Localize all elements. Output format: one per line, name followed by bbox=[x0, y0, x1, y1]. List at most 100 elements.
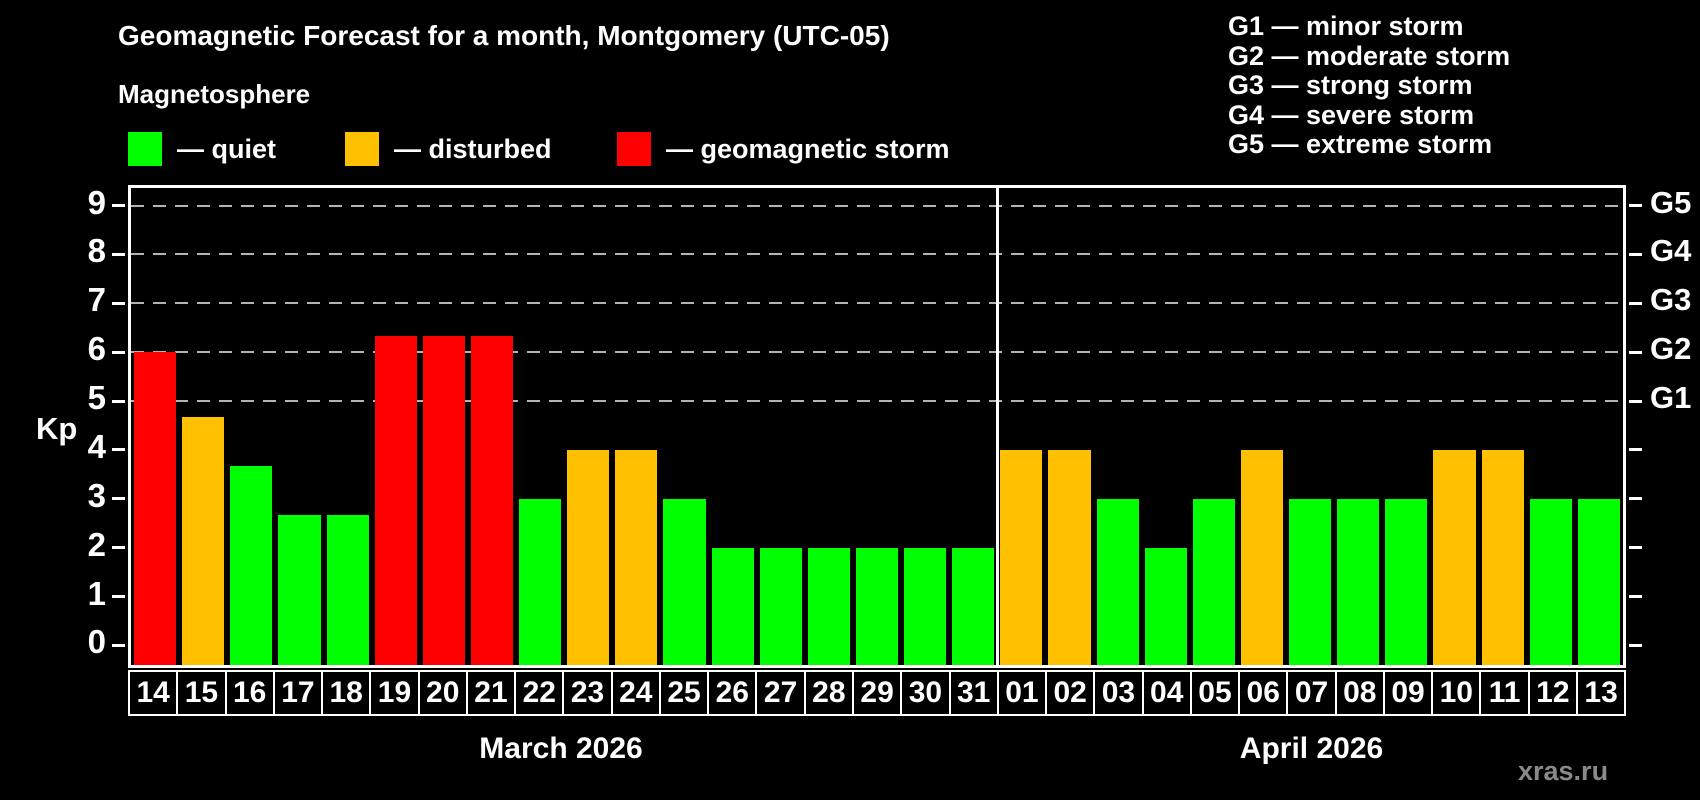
kp-bar-02 bbox=[1048, 449, 1091, 665]
plot-inner bbox=[131, 188, 1623, 665]
y-tick-label-6: 6 bbox=[87, 330, 106, 368]
kp-bar-14 bbox=[134, 352, 177, 665]
month-separator bbox=[995, 188, 999, 665]
day-cell-05: 05 bbox=[1189, 670, 1241, 716]
day-label-row: 14 15 16 17 18 19 20 21 22 23 24 25 26 27 28 29 30 31 01 02… bbox=[128, 670, 1627, 716]
y-tick-label-0: 0 bbox=[87, 623, 106, 661]
storm-color-swatch bbox=[617, 132, 651, 166]
kp-bar-29 bbox=[855, 547, 899, 665]
y-tick-label-5: 5 bbox=[87, 379, 106, 417]
day-cell-22: 22 bbox=[514, 670, 565, 716]
day-cell-28: 28 bbox=[803, 670, 854, 716]
day-cell-31: 31 bbox=[948, 670, 999, 716]
y-tick-left-0 bbox=[112, 643, 125, 647]
day-cell-26: 26 bbox=[707, 670, 758, 716]
y-tick-left-3 bbox=[112, 497, 125, 501]
g-scale-legend: G1 — minor storm G2 — moderate storm G3 … bbox=[1228, 11, 1511, 160]
g-legend-line-g2: G2 — moderate storm bbox=[1228, 40, 1511, 71]
y-tick-left-4 bbox=[112, 448, 125, 452]
gridline-kp7 bbox=[131, 302, 1623, 305]
day-cell-02: 02 bbox=[1045, 670, 1096, 716]
kp-bar-26 bbox=[711, 547, 754, 665]
month-label-april: April 2026 bbox=[1239, 732, 1384, 765]
day-cell-18: 18 bbox=[321, 670, 372, 716]
y-tick-left-1 bbox=[112, 595, 125, 599]
day-cell-09: 09 bbox=[1382, 670, 1434, 716]
month-label-march: March 2026 bbox=[479, 732, 643, 765]
legend-item-storm: — geomagnetic storm bbox=[617, 132, 950, 166]
y-tick-left-5 bbox=[112, 399, 125, 403]
kp-bar-17 bbox=[278, 514, 321, 665]
day-cell-01: 01 bbox=[996, 670, 1048, 716]
kp-bar-13 bbox=[1577, 498, 1620, 665]
g-legend-line-g3: G3 — strong storm bbox=[1228, 70, 1473, 100]
legend-item-disturbed: — disturbed bbox=[345, 132, 552, 166]
day-cell-15: 15 bbox=[176, 670, 227, 716]
kp-bar-11 bbox=[1481, 449, 1524, 665]
kp-bar-28 bbox=[807, 547, 850, 665]
day-cell-19: 19 bbox=[369, 670, 420, 716]
g-level-label-g1: G1 bbox=[1650, 380, 1692, 416]
y-tick-label-7: 7 bbox=[87, 281, 106, 319]
y-tick-right-6 bbox=[1629, 350, 1642, 354]
subtitle-magnetosphere: Magnetosphere bbox=[118, 79, 311, 109]
y-tick-right-0 bbox=[1629, 643, 1642, 647]
y-tick-left-2 bbox=[112, 546, 125, 550]
day-cell-25: 25 bbox=[658, 670, 710, 716]
day-cell-11: 11 bbox=[1479, 670, 1530, 716]
kp-bar-05 bbox=[1192, 498, 1235, 665]
kp-bar-23 bbox=[567, 449, 610, 665]
day-cell-14: 14 bbox=[128, 670, 179, 716]
y-tick-right-9 bbox=[1629, 204, 1642, 208]
y-tick-left-9 bbox=[112, 204, 125, 208]
g-level-label-g5: G5 bbox=[1650, 184, 1692, 220]
y-tick-label-4: 4 bbox=[87, 427, 106, 465]
day-cell-27: 27 bbox=[755, 670, 806, 716]
watermark-xras: xras.ru bbox=[1518, 756, 1609, 786]
kp-bar-12 bbox=[1529, 498, 1572, 665]
kp-bar-09 bbox=[1385, 498, 1428, 665]
day-cell-20: 20 bbox=[417, 670, 468, 716]
kp-bar-31 bbox=[952, 547, 995, 665]
day-cell-21: 21 bbox=[465, 670, 517, 716]
y-tick-label-1: 1 bbox=[87, 574, 106, 612]
y-tick-right-3 bbox=[1629, 497, 1642, 501]
day-cell-13: 13 bbox=[1575, 670, 1627, 716]
legend-label-storm: — geomagnetic storm bbox=[666, 133, 950, 164]
day-cell-29: 29 bbox=[851, 670, 903, 716]
legend-label-disturbed: — disturbed bbox=[394, 133, 552, 164]
kp-bar-16 bbox=[230, 466, 273, 665]
y-axis-title-kp: Kp bbox=[36, 411, 78, 446]
kp-bar-10 bbox=[1433, 449, 1476, 665]
kp-bar-19 bbox=[374, 336, 417, 665]
kp-bar-22 bbox=[519, 498, 562, 665]
disturbed-color-swatch bbox=[345, 132, 379, 166]
day-cell-04: 04 bbox=[1141, 670, 1192, 716]
y-tick-label-8: 8 bbox=[87, 232, 106, 270]
day-cell-12: 12 bbox=[1527, 670, 1578, 716]
day-cell-17: 17 bbox=[272, 670, 324, 716]
day-cell-06: 06 bbox=[1238, 670, 1289, 716]
kp-bar-07 bbox=[1289, 498, 1332, 665]
gridline-kp5 bbox=[131, 400, 1623, 403]
y-tick-right-5 bbox=[1629, 399, 1642, 403]
kp-bar-01 bbox=[1000, 449, 1043, 665]
kp-bar-20 bbox=[422, 336, 465, 665]
kp-bar-08 bbox=[1337, 498, 1380, 665]
y-tick-left-8 bbox=[112, 252, 125, 256]
legend-item-quiet: — quiet bbox=[128, 132, 276, 166]
day-cell-16: 16 bbox=[224, 670, 275, 716]
kp-bar-27 bbox=[759, 547, 802, 665]
y-tick-left-6 bbox=[112, 350, 125, 354]
g-legend-line-g4: G4 — severe storm bbox=[1228, 99, 1475, 130]
kp-bar-15 bbox=[182, 417, 225, 665]
day-cell-24: 24 bbox=[610, 670, 661, 716]
g-level-label-g2: G2 bbox=[1650, 331, 1692, 367]
kp-bar-04 bbox=[1144, 547, 1187, 665]
day-cell-30: 30 bbox=[900, 670, 951, 716]
kp-bar-21 bbox=[470, 336, 514, 665]
kp-bar-25 bbox=[663, 498, 706, 665]
gridline-kp8 bbox=[131, 253, 1623, 256]
g-level-label-g3: G3 bbox=[1650, 282, 1692, 318]
day-cell-03: 03 bbox=[1093, 670, 1144, 716]
